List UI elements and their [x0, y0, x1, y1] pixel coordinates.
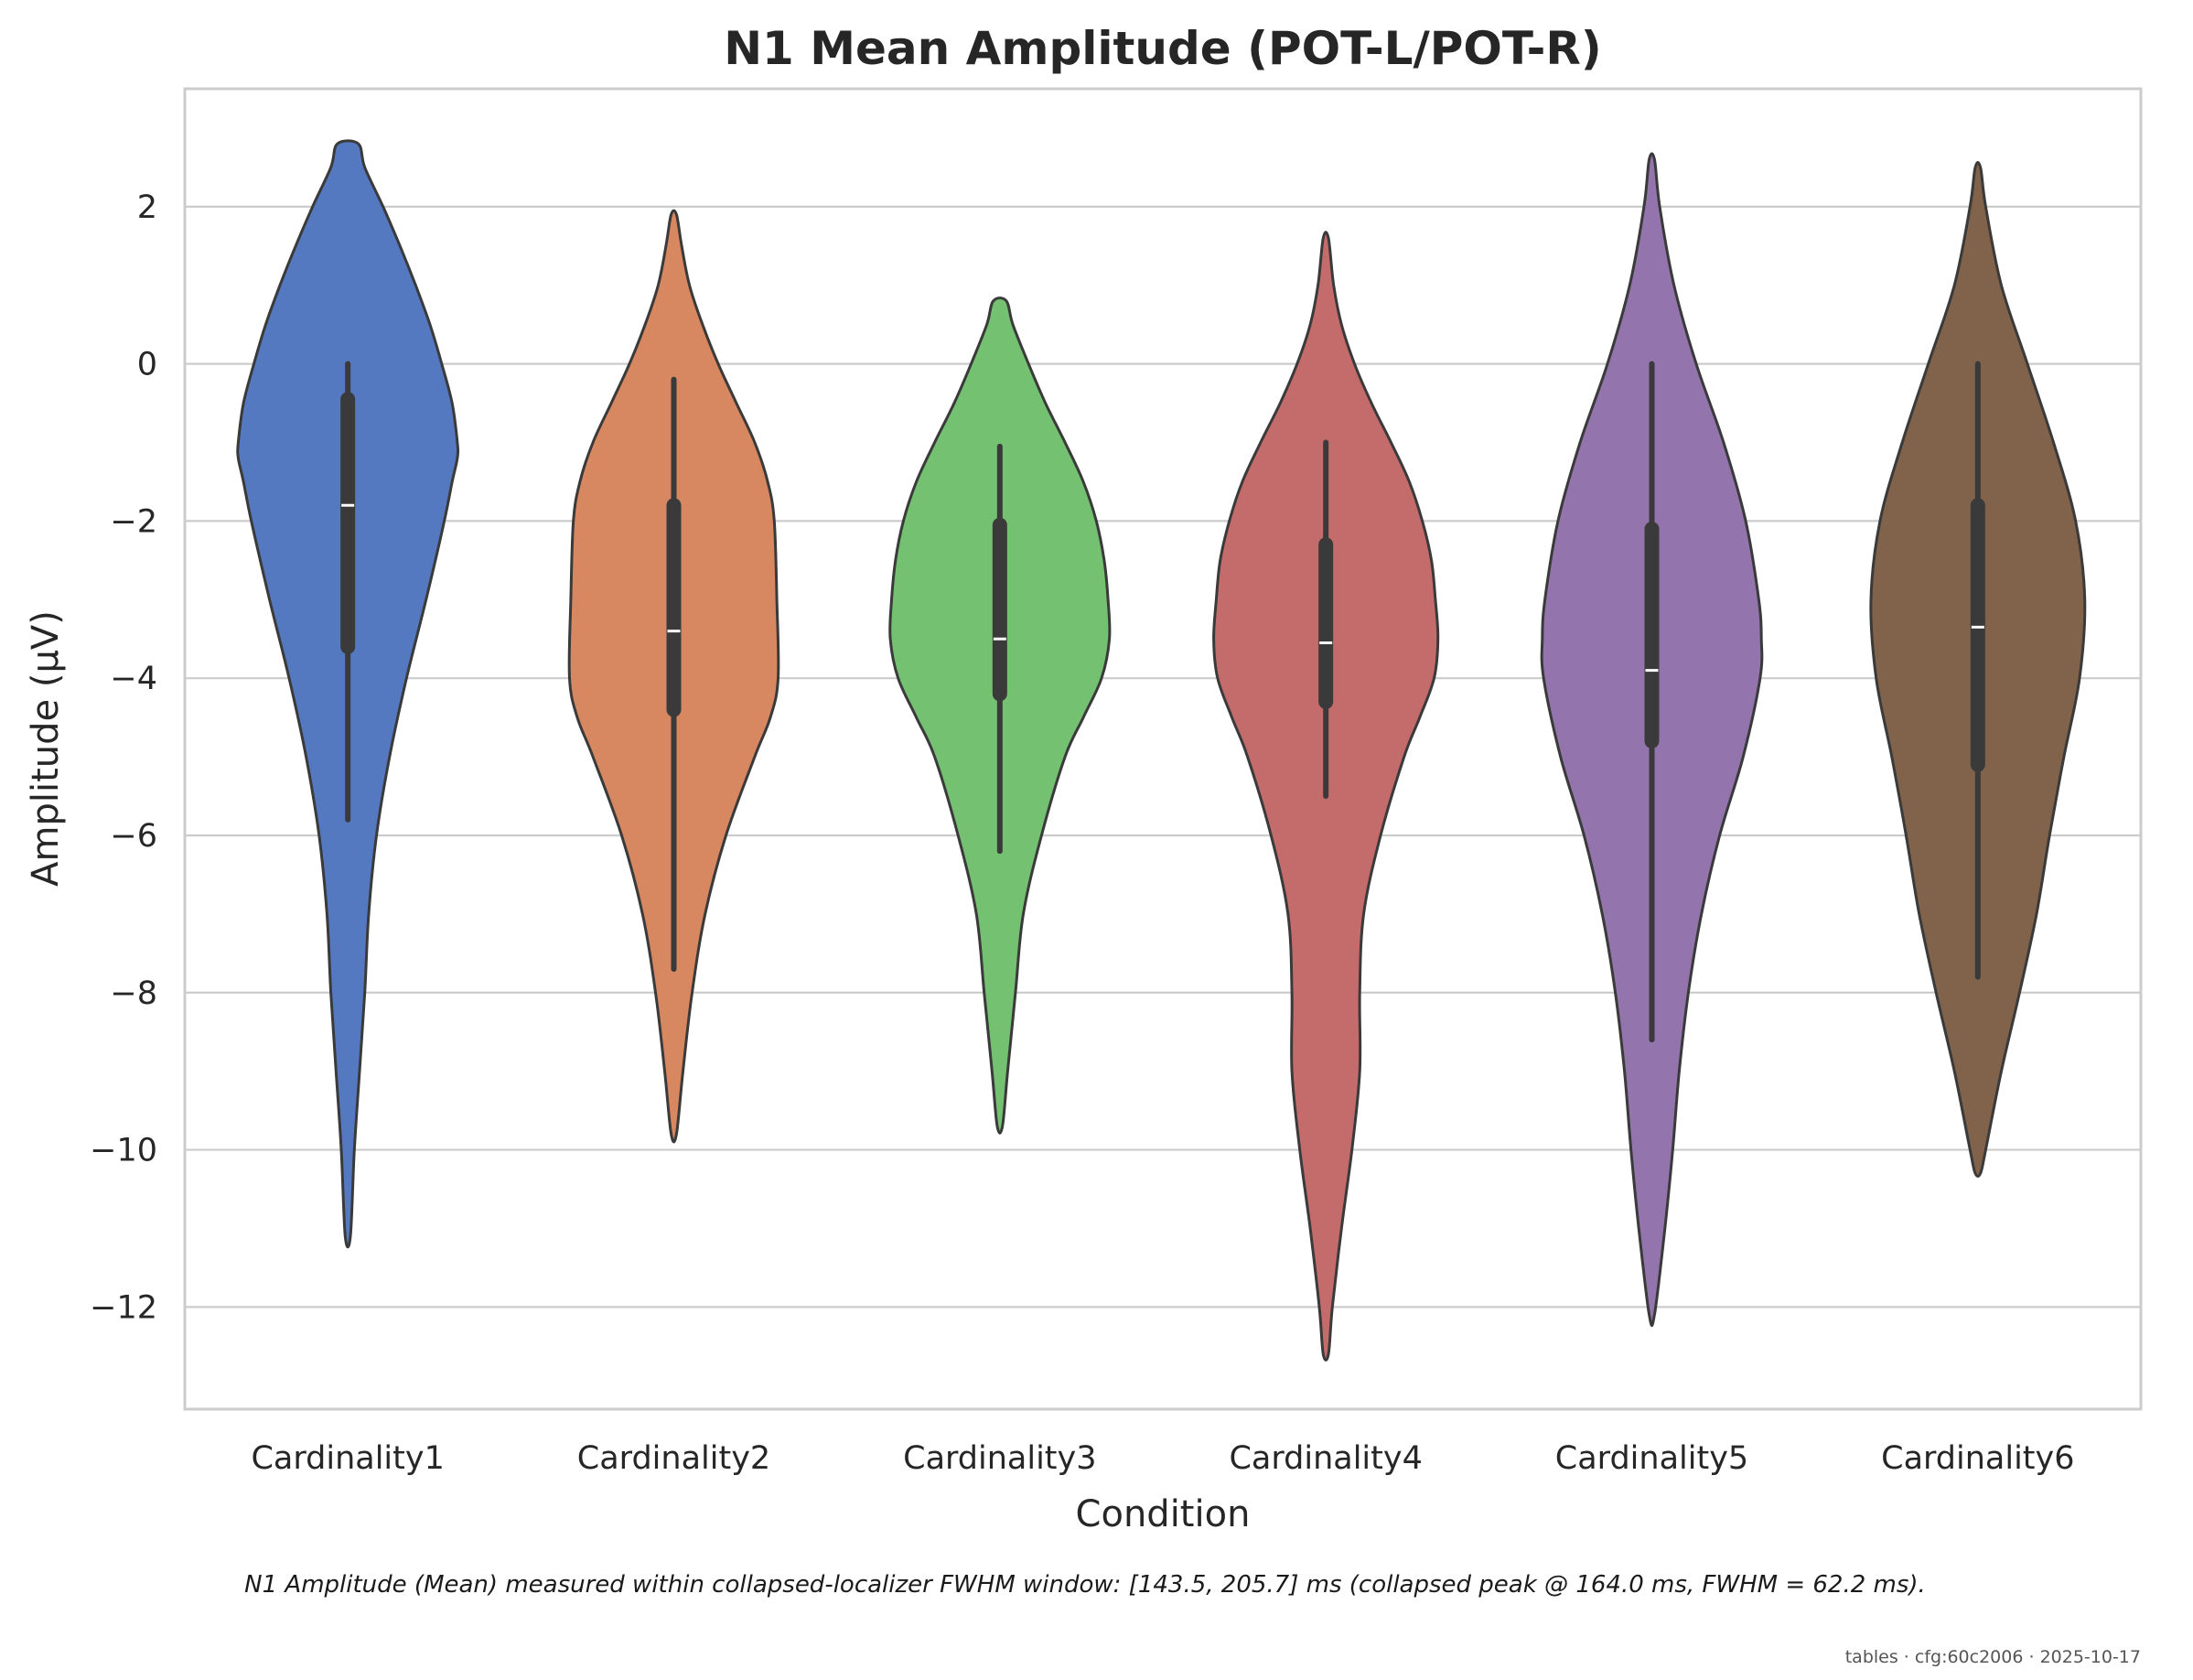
x-tick-label: Cardinality6: [1881, 1440, 2074, 1477]
violin-cardinality2: [567, 209, 780, 1144]
y-tick-label: 2: [137, 189, 157, 226]
x-tick-label: Cardinality3: [903, 1440, 1096, 1477]
y-tick-label: −4: [110, 661, 157, 697]
x-tick-label: Cardinality5: [1555, 1440, 1748, 1477]
grid-lines: [185, 205, 2141, 1308]
chart-caption: N1 Amplitude (Mean) measured within coll…: [244, 1571, 1926, 1599]
violins: [236, 139, 2087, 1362]
x-axis-label: Condition: [1076, 1493, 1251, 1535]
x-tick-labels: Cardinality1 Cardinality2 Cardinality3 Card…: [251, 1440, 2074, 1477]
violin-cardinality6: [1869, 161, 2087, 1178]
y-tick-label: −10: [90, 1133, 157, 1169]
violin-cardinality5: [1540, 152, 1764, 1328]
x-tick-label: Cardinality2: [577, 1440, 770, 1477]
x-tick-label: Cardinality1: [251, 1440, 444, 1477]
y-tick-labels: 2 0 −2 −4 −6 −8 −10 −12: [90, 189, 157, 1326]
chart-title: N1 Mean Amplitude (POT-L/POT-R): [724, 22, 1602, 75]
violin-cardinality3: [888, 296, 1112, 1135]
x-tick-label: Cardinality4: [1229, 1440, 1422, 1477]
y-tick-label: −2: [110, 503, 157, 540]
plot-frame: [183, 87, 2143, 1411]
y-axis-label: Amplitude (µV): [25, 610, 67, 887]
violin-cardinality1: [236, 139, 460, 1249]
y-tick-label: 0: [137, 347, 157, 383]
violin-cardinality4: [1212, 231, 1440, 1362]
footer-text: tables · cfg:60c2006 · 2025-10-17: [1845, 1647, 2141, 1667]
y-tick-label: −12: [90, 1289, 157, 1326]
y-tick-label: −8: [110, 975, 157, 1012]
y-tick-label: −6: [110, 818, 157, 855]
